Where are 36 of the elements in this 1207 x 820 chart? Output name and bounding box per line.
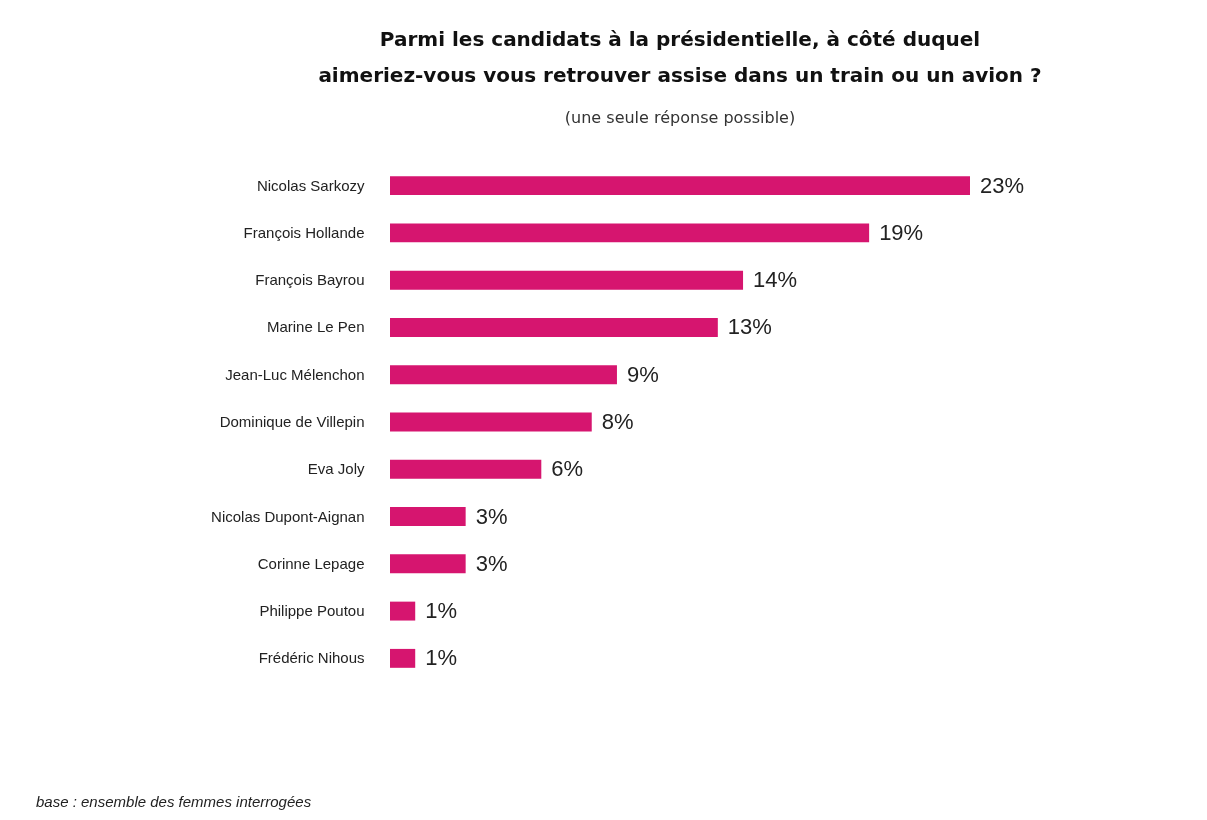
bar <box>390 554 466 574</box>
bar <box>390 459 542 479</box>
bar <box>390 270 744 290</box>
data-label: 1% <box>425 645 458 671</box>
data-label: 13% <box>727 314 772 340</box>
data-label: 6% <box>551 456 584 482</box>
bar <box>390 601 416 621</box>
bar <box>390 318 718 337</box>
data-label: 19% <box>879 219 924 245</box>
data-label: 23% <box>980 172 1025 198</box>
y-tick-label: Marine Le Pen <box>266 318 365 336</box>
y-tick-label: Dominique de Villepin <box>219 413 365 430</box>
chart-title: Parmi les candidats à la présidentielle, à côté duquel aimeriez-vous vous retrouver assise dans un train ou un avion ? <box>318 27 1042 87</box>
bar <box>390 365 617 385</box>
data-label: 3% <box>475 550 508 576</box>
data-label: 3% <box>475 503 508 529</box>
y-tick-label: Corinne Lepage <box>257 554 365 572</box>
bar <box>390 507 466 526</box>
y-tick-label: Jean-Luc Mélenchon <box>225 365 365 383</box>
data-label: 1% <box>425 598 458 624</box>
bar <box>390 223 870 243</box>
y-tick-label: François Bayrou <box>255 271 365 289</box>
bar <box>390 176 970 196</box>
bar <box>390 412 592 432</box>
data-label: 14% <box>753 267 798 293</box>
bar <box>390 648 416 668</box>
data-label: 9% <box>626 361 659 387</box>
y-tick-label: Philippe Poutou <box>259 602 365 620</box>
y-tick-label: Nicolas Sarkozy <box>256 176 365 194</box>
y-tick-label: Eva Joly <box>307 460 365 478</box>
y-tick-label: Nicolas Dupont-Aignan <box>211 507 365 525</box>
y-tick-label: Frédéric Nihous <box>258 649 365 667</box>
chart-subtitle: (une seule réponse possible) <box>564 108 796 127</box>
data-label: 8% <box>601 409 634 434</box>
y-tick-label: François Hollande <box>243 223 365 241</box>
text: base : ensemble des femmes interrogées <box>36 793 312 810</box>
